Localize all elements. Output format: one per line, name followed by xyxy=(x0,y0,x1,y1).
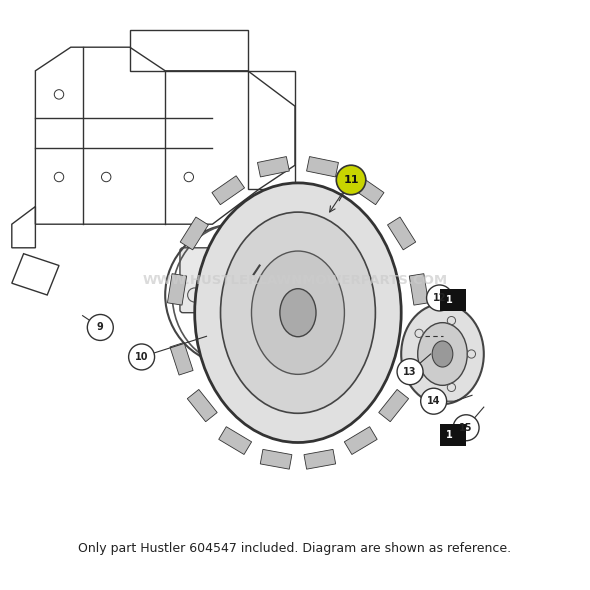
Circle shape xyxy=(397,359,423,385)
Circle shape xyxy=(240,260,247,266)
Text: 15: 15 xyxy=(460,423,473,432)
Text: 11: 11 xyxy=(343,175,359,185)
Circle shape xyxy=(261,295,267,301)
Text: Only part Hustler 604547 included. Diagram are shown as reference.: Only part Hustler 604547 included. Diagr… xyxy=(78,542,512,555)
Ellipse shape xyxy=(195,183,401,442)
Circle shape xyxy=(240,295,247,301)
Text: 14: 14 xyxy=(427,396,440,406)
Text: WWW.HUSTLERLAWNMOWERPARTS.COM: WWW.HUSTLERLAWNMOWERPARTS.COM xyxy=(142,274,448,287)
FancyBboxPatch shape xyxy=(440,424,467,446)
Polygon shape xyxy=(304,450,336,469)
Circle shape xyxy=(336,165,366,195)
Polygon shape xyxy=(403,342,426,375)
Circle shape xyxy=(224,251,283,310)
Text: 1: 1 xyxy=(446,295,453,304)
Ellipse shape xyxy=(432,341,453,367)
Polygon shape xyxy=(170,342,193,375)
Text: 10: 10 xyxy=(135,352,148,362)
Circle shape xyxy=(453,415,479,441)
Ellipse shape xyxy=(251,251,345,375)
Polygon shape xyxy=(212,176,245,205)
Polygon shape xyxy=(307,156,339,177)
FancyBboxPatch shape xyxy=(440,289,467,311)
Circle shape xyxy=(230,277,236,283)
Circle shape xyxy=(271,277,277,283)
Polygon shape xyxy=(219,427,251,454)
Polygon shape xyxy=(180,217,208,250)
Polygon shape xyxy=(187,389,217,422)
Text: 12: 12 xyxy=(433,293,446,303)
FancyBboxPatch shape xyxy=(180,248,257,313)
Polygon shape xyxy=(260,450,292,469)
Circle shape xyxy=(239,266,268,295)
Ellipse shape xyxy=(418,323,467,385)
Polygon shape xyxy=(388,217,416,250)
Polygon shape xyxy=(257,156,289,177)
Text: 1: 1 xyxy=(446,430,453,440)
Text: 9: 9 xyxy=(97,323,104,332)
Polygon shape xyxy=(168,274,186,305)
Polygon shape xyxy=(351,176,384,205)
Polygon shape xyxy=(409,274,428,305)
Ellipse shape xyxy=(401,304,484,404)
Polygon shape xyxy=(379,389,409,422)
Text: 13: 13 xyxy=(404,367,417,376)
Circle shape xyxy=(421,388,447,414)
Circle shape xyxy=(427,285,453,311)
Polygon shape xyxy=(345,427,377,454)
Ellipse shape xyxy=(221,212,375,413)
Circle shape xyxy=(87,314,113,340)
Circle shape xyxy=(129,344,155,370)
Circle shape xyxy=(261,260,267,266)
Ellipse shape xyxy=(280,289,316,337)
